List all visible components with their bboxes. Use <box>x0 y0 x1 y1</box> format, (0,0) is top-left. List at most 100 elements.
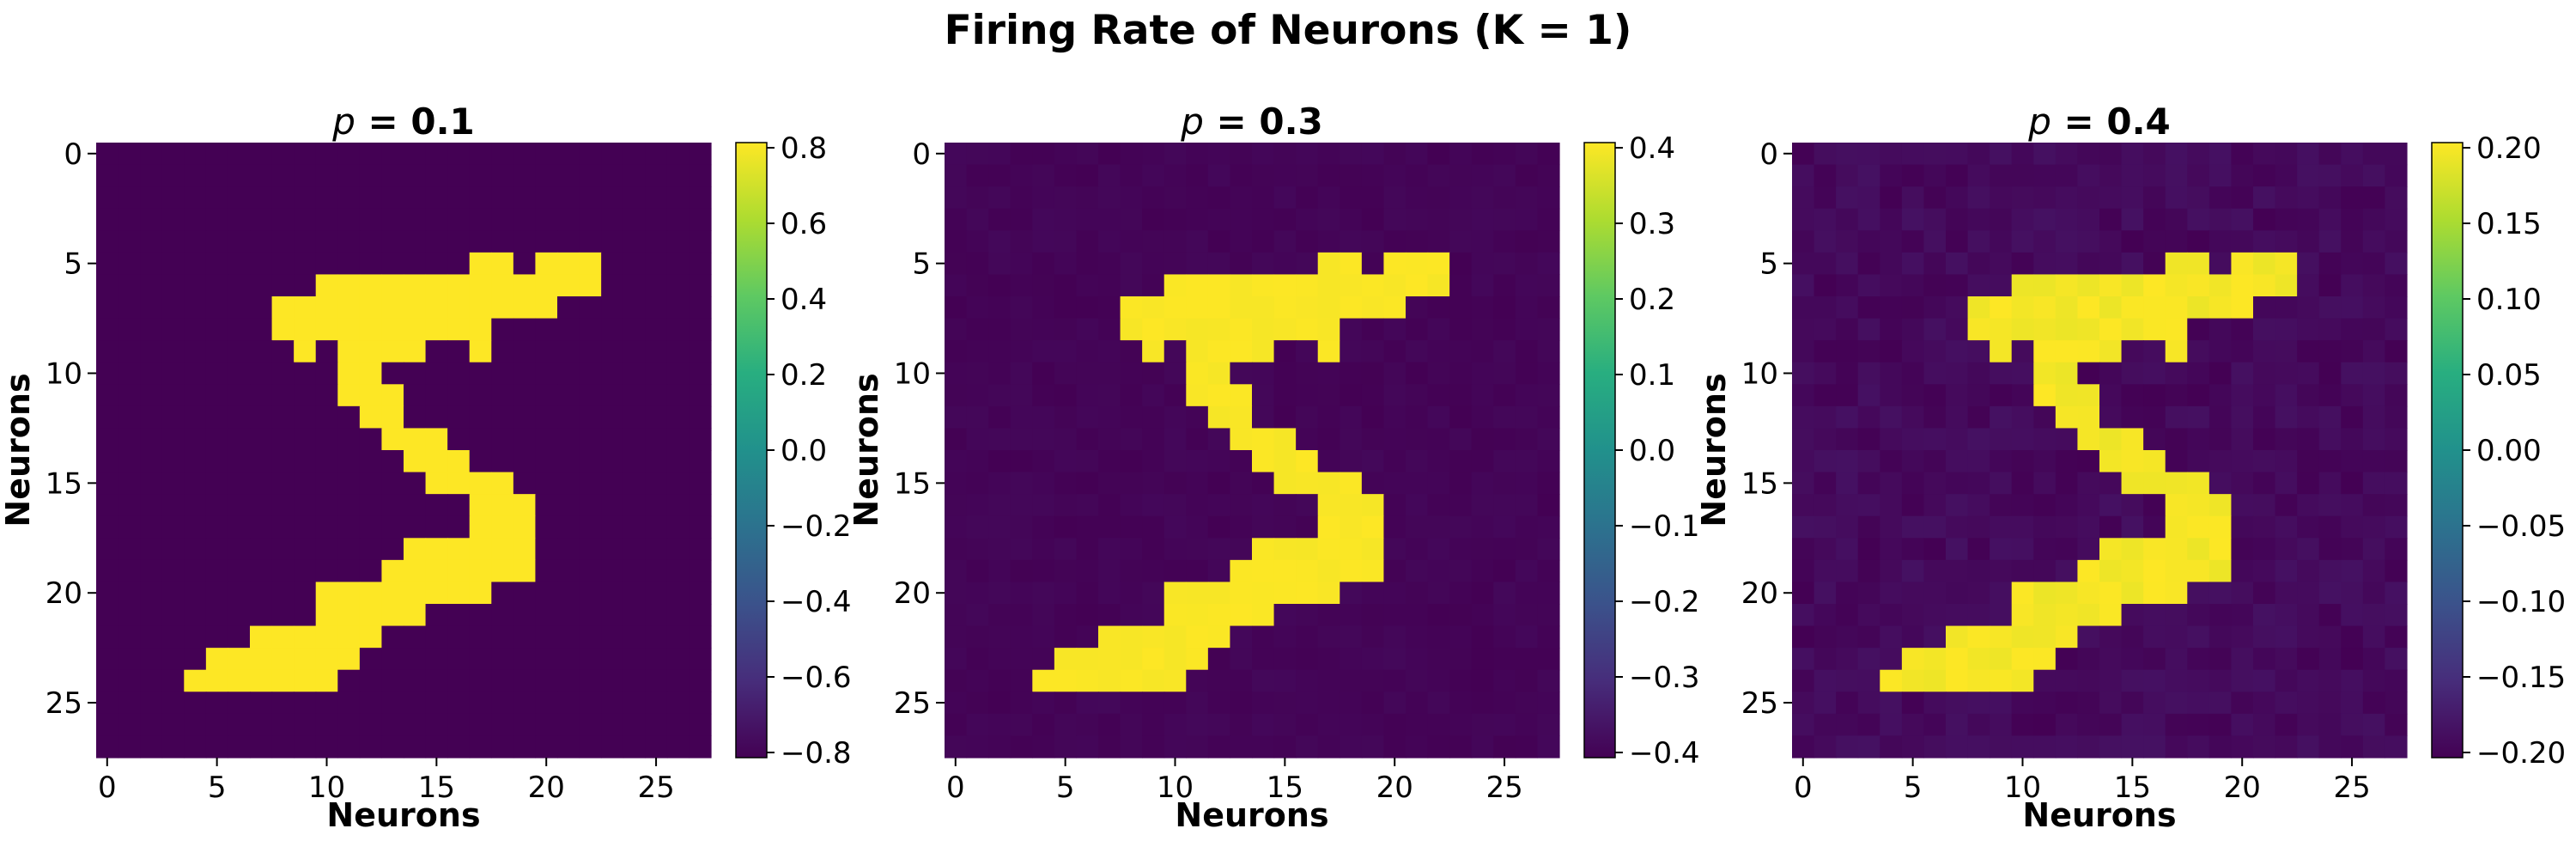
heatmap-cell <box>966 691 989 715</box>
heatmap-cell <box>337 538 361 561</box>
heatmap-cell <box>1814 472 1837 495</box>
heatmap-cell <box>2253 713 2276 737</box>
heatmap-cell <box>2385 405 2408 430</box>
heatmap-cell <box>1814 648 1837 671</box>
heatmap-cell <box>184 691 207 715</box>
heatmap-cell <box>1923 143 1947 166</box>
heatmap-cell <box>1946 735 1969 758</box>
heatmap-cell <box>2253 274 2276 297</box>
heatmap-cell <box>1054 143 1078 166</box>
heatmap-cell <box>1967 648 1990 671</box>
colorbar-tick-label: −0.20 <box>2476 736 2566 771</box>
heatmap-cell <box>2077 143 2100 166</box>
heatmap-cell <box>2033 625 2057 649</box>
heatmap-cell <box>1471 450 1494 473</box>
heatmap-cell <box>294 186 317 210</box>
heatmap-cell <box>1836 625 1859 649</box>
heatmap-cell <box>140 340 163 363</box>
heatmap-cell <box>2121 538 2144 561</box>
heatmap-cell <box>2099 582 2123 605</box>
heatmap-cell <box>1142 604 1165 627</box>
heatmap-cell <box>1361 713 1385 737</box>
heatmap-cell <box>2055 252 2079 276</box>
heatmap-cell <box>2297 340 2320 363</box>
heatmap-cell <box>2253 362 2276 385</box>
heatmap-cell <box>1054 405 1078 430</box>
heatmap-cell <box>140 143 163 166</box>
heatmap-cell <box>205 691 229 715</box>
heatmap-cell <box>1946 604 1969 627</box>
heatmap-cell <box>1990 691 2013 715</box>
heatmap-cell <box>184 538 207 561</box>
heatmap-cell <box>1923 538 1947 561</box>
heatmap-cell <box>1836 691 1859 715</box>
heatmap-cell <box>228 691 251 715</box>
heatmap-cell <box>2187 143 2210 166</box>
heatmap-cell <box>1427 428 1450 451</box>
heatmap-cell <box>491 472 514 495</box>
heatmap-cell <box>140 450 163 473</box>
heatmap-cell <box>118 428 141 451</box>
heatmap-cell <box>1163 538 1187 561</box>
heatmap-cell <box>381 186 404 210</box>
heatmap-cell <box>1471 143 1494 166</box>
heatmap-cell <box>2165 494 2188 517</box>
heatmap-cell <box>535 296 558 320</box>
colorbar <box>1583 142 1616 758</box>
heatmap-cell <box>1880 208 1903 231</box>
heatmap-cell <box>250 582 273 605</box>
heatmap-cell <box>271 362 295 385</box>
heatmap-cell <box>294 384 317 407</box>
heatmap-cell <box>2011 648 2034 671</box>
heatmap-cell <box>2121 164 2144 187</box>
heatmap-cell <box>1098 559 1121 583</box>
heatmap-cell <box>337 559 361 583</box>
heatmap-cell <box>447 208 471 231</box>
heatmap-cell <box>1273 472 1297 495</box>
heatmap-cell <box>469 669 492 692</box>
heatmap-cell <box>2165 559 2188 583</box>
heatmap-cell <box>579 669 602 692</box>
heatmap-cell <box>491 691 514 715</box>
heatmap-cell <box>228 252 251 276</box>
panel-title-symbol: p <box>1180 101 1204 143</box>
heatmap-cell <box>447 582 471 605</box>
heatmap-cell <box>294 252 317 276</box>
x-tick-label: 15 <box>1267 771 1303 805</box>
heatmap-cell <box>1296 362 1319 385</box>
heatmap-cell <box>1857 428 1880 451</box>
heatmap-cell <box>184 405 207 430</box>
heatmap-cell <box>1471 735 1494 758</box>
heatmap-cell <box>228 164 251 187</box>
heatmap-cell <box>1207 450 1231 473</box>
heatmap-cell <box>1857 494 1880 517</box>
heatmap-cell <box>1792 713 1815 737</box>
heatmap-cell <box>404 450 427 473</box>
heatmap-cell <box>381 648 404 671</box>
heatmap-cell <box>1054 362 1078 385</box>
heatmap-cell <box>2187 428 2210 451</box>
heatmap-cell <box>1317 164 1340 187</box>
heatmap-cell <box>205 713 229 737</box>
heatmap-cell <box>623 450 646 473</box>
heatmap-cell <box>96 208 119 231</box>
heatmap-cell <box>1836 735 1859 758</box>
heatmap-cell <box>469 450 492 473</box>
heatmap-cell <box>1340 648 1363 671</box>
heatmap-cell <box>140 384 163 407</box>
heatmap-cell <box>1427 713 1450 737</box>
heatmap-cell <box>689 691 712 715</box>
heatmap-cell <box>1383 252 1406 276</box>
heatmap-cell <box>1946 428 1969 451</box>
heatmap-cell <box>1317 713 1340 737</box>
heatmap-cell <box>1515 274 1539 297</box>
heatmap-cell <box>2318 450 2342 473</box>
heatmap-cell <box>1471 494 1494 517</box>
heatmap-cell <box>1054 230 1078 253</box>
heatmap-cell <box>966 428 989 451</box>
heatmap-cell <box>2318 208 2342 231</box>
heatmap-cell <box>118 296 141 320</box>
heatmap-cell <box>1340 669 1363 692</box>
heatmap-cell <box>2033 318 2057 341</box>
heatmap-cell <box>404 362 427 385</box>
